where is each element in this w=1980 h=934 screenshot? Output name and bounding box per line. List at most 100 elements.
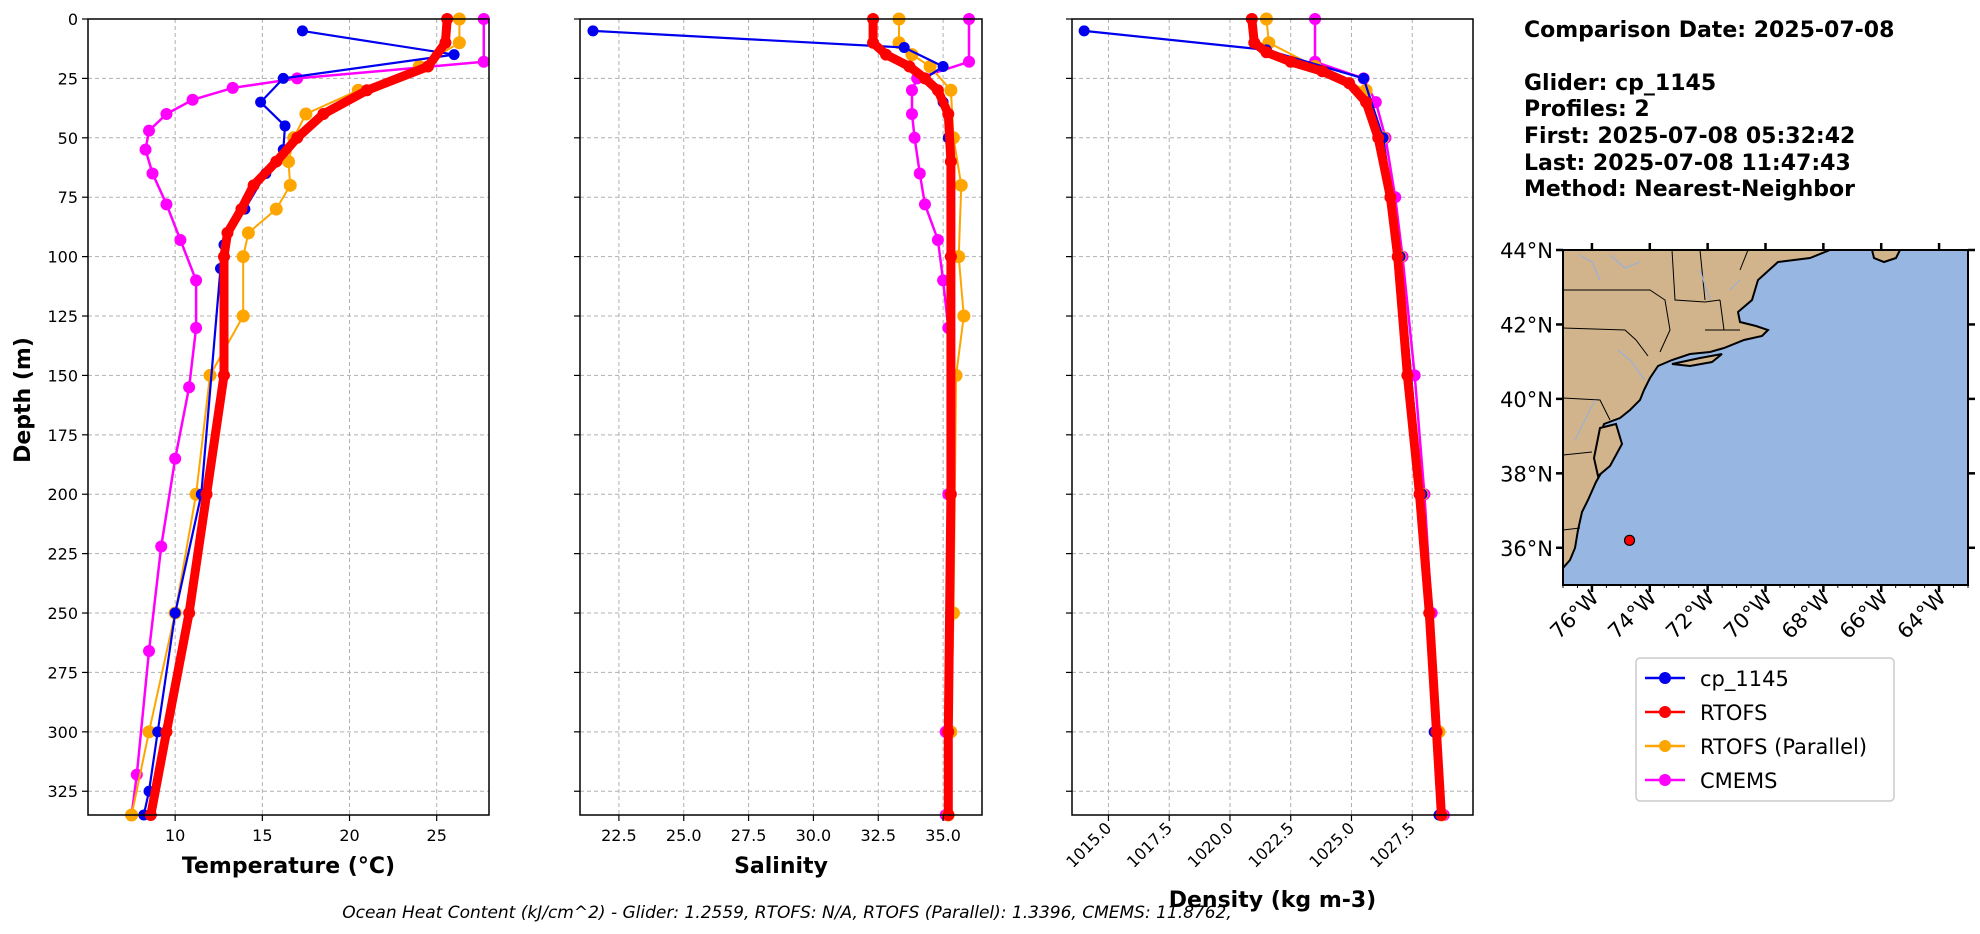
density-rtofs-line [1247, 18, 1446, 816]
method: Method: Nearest-Neighbor [1524, 177, 1855, 202]
temperature-cp-1145-point [296, 25, 308, 37]
x-tick-label: 1020.0 [1184, 818, 1237, 871]
temperature-axis-label: Temperature (°C) [182, 854, 395, 879]
temperature-cp-1145-line [142, 29, 456, 816]
temperature-cmems-line [130, 19, 486, 816]
temperature-rtofs-parallel-point [282, 155, 295, 169]
y-tick-label: 200 [47, 485, 78, 504]
temperature-rtofs-parallel-point [283, 178, 297, 192]
legend-label-rtofs-parallel: RTOFS (Parallel) [1700, 735, 1867, 759]
x-tick-label: 1025.0 [1305, 818, 1358, 871]
temperature-rtofs-parallel-point [236, 309, 250, 323]
map-lat-label: 42°N [1500, 313, 1553, 337]
x-tick-label: 35.0 [925, 826, 961, 845]
density-rtofs-point [1343, 77, 1356, 90]
salinity-cmems-point [905, 108, 918, 121]
map-lon-label: 72°W [1661, 585, 1719, 643]
legend-label-rtofs: RTOFS [1700, 701, 1767, 725]
temperature-rtofs-parallel-point [452, 36, 466, 50]
x-tick-label: 10 [165, 826, 185, 845]
temperature-cp-1145-point [448, 49, 460, 61]
temperature-rtofs-parallel-point [241, 226, 255, 240]
salinity-rtofs-point [880, 48, 893, 61]
density-cp-1145-point [1078, 25, 1090, 37]
legend-marker-cmems [1659, 774, 1671, 786]
temperature-rtofs-point [247, 179, 260, 192]
ocean-heat-content-footer: Ocean Heat Content (kJ/cm^2) - Glider: 1… [342, 903, 1232, 923]
density-rtofs-point [1423, 607, 1436, 620]
x-tick-label: 1015.0 [1062, 818, 1115, 871]
y-tick-label: 225 [47, 545, 78, 564]
legend-marker-rtofs [1659, 706, 1671, 718]
salinity-axes-frame [579, 18, 983, 816]
temperature-cp-1145-point [279, 120, 291, 132]
temperature-cmems-point [190, 274, 203, 287]
legend-label-cmems: CMEMS [1700, 769, 1778, 793]
temperature-cmems-point [139, 143, 152, 156]
salinity-cmems-line [910, 19, 971, 815]
density-rtofs-point [1248, 36, 1261, 49]
y-tick-label: 50 [58, 129, 78, 148]
temperature-cmems-point [186, 93, 199, 106]
salinity-rtofs-point [944, 155, 957, 168]
map-lat-label: 36°N [1500, 537, 1553, 561]
legend-marker-cp-1145 [1659, 672, 1671, 684]
salinity-rtofs-parallel-point [944, 83, 958, 97]
map-lat-label: 44°N [1500, 239, 1553, 263]
salinity-rtofs-point [918, 72, 931, 85]
map-lon-label: 68°W [1777, 585, 1835, 643]
salinity-rtofs-point [931, 84, 944, 97]
x-tick-label: 15 [252, 826, 272, 845]
temperature-rtofs-parallel-point [269, 202, 283, 216]
temperature-cmems-point [291, 72, 304, 85]
salinity-cp-1145-point [937, 61, 949, 73]
temperature-rtofs-point [217, 369, 230, 382]
y-tick-label: 0 [68, 10, 78, 29]
salinity-cmems-point [937, 274, 950, 287]
temperature-rtofs-point [421, 60, 434, 73]
temperature-cmems-point [160, 198, 173, 211]
salinity-cp-1145-point [898, 42, 910, 54]
salinity-cp-1145-line [592, 29, 953, 815]
x-tick-label: 25 [427, 826, 447, 845]
legend-frame [1635, 657, 1895, 802]
map-lon-label: 70°W [1719, 585, 1777, 643]
y-tick-label: 125 [47, 307, 78, 326]
map-lon-label: 76°W [1545, 585, 1603, 643]
x-tick-label: 25.0 [666, 826, 702, 845]
map-land-nova-scotia [1870, 250, 1902, 264]
temperature-rtofs-point [317, 108, 330, 121]
salinity-cmems-point [905, 84, 918, 97]
y-tick-label: 325 [47, 782, 78, 801]
temperature-panel: 10 15 20 2502550751001251501752002252502753… [47, 10, 490, 879]
density-rtofs-point [1284, 55, 1297, 68]
temperature-rtofs-point [439, 36, 452, 49]
density-rtofs-point [1384, 191, 1397, 204]
y-tick-label: 75 [58, 188, 78, 207]
salinity-rtofs-point [944, 488, 957, 501]
temperature-cmems-point [155, 540, 168, 553]
salinity-cmems-point [931, 233, 944, 246]
temperature-rtofs-point [160, 725, 173, 738]
map-land-delmarva [1592, 422, 1624, 478]
map-lon-label: 64°W [1893, 585, 1951, 643]
y-tick-label: 150 [47, 366, 78, 385]
info-block: Comparison Date: 2025-07-08 Glider: cp_1… [1524, 18, 1894, 202]
temperature-rtofs-parallel-point [142, 725, 156, 739]
x-tick-label: 32.5 [860, 826, 896, 845]
temperature-rtofs-point [291, 131, 304, 144]
salinity-cmems-point [913, 167, 926, 180]
density-rtofs-point [1316, 65, 1329, 78]
density-axis-label: Density (kg m-3) [1169, 888, 1377, 913]
y-tick-label: 300 [47, 723, 78, 742]
temperature-cp-1145-point [169, 607, 181, 619]
temperature-cmems-point [477, 55, 490, 68]
salinity-rtofs-point [942, 725, 955, 738]
y-tick-label: 100 [47, 248, 78, 267]
first-time: First: 2025-07-08 05:32:42 [1524, 124, 1855, 149]
temperature-cmems-point [143, 124, 156, 137]
x-tick-label: 1027.5 [1366, 818, 1419, 871]
salinity-rtofs-point [903, 60, 916, 73]
temperature-cp-1145-point [255, 96, 267, 108]
